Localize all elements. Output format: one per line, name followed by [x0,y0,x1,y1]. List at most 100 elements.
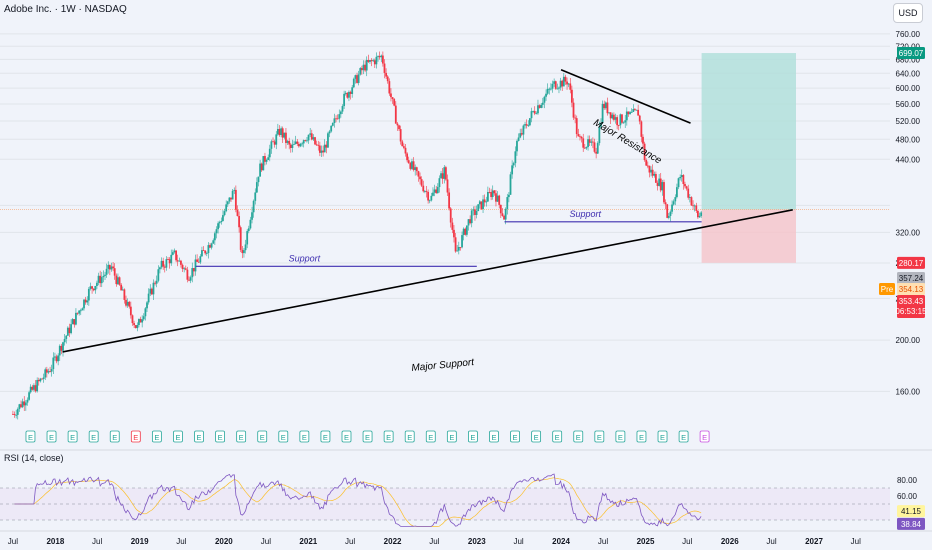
earnings-marker-label: E [513,433,518,442]
earnings-marker-icon [299,430,310,443]
candle-body [674,197,677,202]
candle-body [398,125,400,130]
candle-body [667,215,670,218]
candle-body [251,212,253,220]
candle-body [181,264,184,269]
candle-body [612,114,615,120]
candle-body [107,264,110,269]
candle-body [386,76,389,82]
earnings-marker-icon [446,430,457,443]
candle-body [244,244,247,251]
earnings-marker-icon [383,430,394,443]
candle-body [538,105,541,108]
candle-body [507,194,510,198]
earnings-marker-icon [510,430,520,443]
candle-body [207,245,210,254]
candle-body [436,187,439,194]
candle-body [530,111,533,119]
candle-body [343,93,346,107]
candle-body [58,345,61,356]
candle-body [41,378,43,380]
candle-body [150,288,153,295]
candle-body [294,141,297,144]
candle-body [697,210,699,218]
candle-body [149,288,152,294]
candle-body [99,275,102,284]
earnings-marker-icon [257,430,268,443]
candle-body [167,259,169,260]
candle-body [112,266,114,269]
x-tick-label: 2024 [552,537,570,546]
rsi-tick-label: 80.00 [897,476,918,485]
trend-lines [62,69,793,353]
y-tick-label: 480.00 [896,135,921,144]
y-tick-label: 640.00 [896,69,921,78]
candle-body [422,185,425,192]
candle-body [239,227,242,250]
candle-body [268,148,271,158]
candle-body [554,81,557,89]
candle-body [102,275,105,278]
candle-body [331,122,334,126]
candle-body [318,145,321,153]
y-tick-label: 560.00 [896,100,921,109]
support-label: Support [570,209,602,219]
candle-body [651,169,654,176]
candle-body [188,279,190,281]
candle-body [690,197,693,206]
earnings-marker-label: E [702,433,707,442]
candle-body [493,190,496,194]
earnings-marker-icon [173,430,183,443]
candle-body [154,282,156,284]
candle-body [49,371,51,372]
x-tick-label: Jul [92,537,102,546]
last-price-tag: 353.43 [899,297,924,306]
candle-body [617,125,620,126]
candle-body [309,133,312,135]
x-tick-label: 2022 [384,537,402,546]
candle-body [270,141,273,149]
candle-body [545,93,547,97]
candle-body [676,187,678,198]
y-tick-label: 440.00 [896,155,921,164]
candle-body [94,286,97,291]
candle-body [202,250,205,251]
earnings-marker-icon [678,430,689,443]
candle-body [210,243,213,248]
earnings-marker-icon [278,430,289,443]
candle-body [76,312,79,314]
currency-button[interactable]: USD [893,3,923,23]
x-tick-label: 2027 [805,537,823,546]
stop-zone [701,209,796,263]
candle-body [288,140,291,145]
candle-body [16,409,19,415]
candle-body [645,160,648,166]
candle-body [168,259,171,264]
countdown-tag: 06:53:15 [895,307,927,316]
candle-body [588,139,591,143]
earnings-marker-label: E [639,433,644,442]
candle-body [278,128,281,136]
candle-body [556,88,559,90]
candle-body [180,260,182,265]
candle-body [304,140,307,141]
candle-body [104,274,106,276]
candle-body [312,137,315,140]
candle-body [183,268,186,270]
candle-body [241,249,244,254]
candle-body [223,211,226,216]
candle-body [419,176,421,180]
rsi-tick-label: 60.00 [897,492,918,501]
candle-body [157,269,160,281]
candle-body [359,68,362,75]
x-tick-label: 2018 [46,537,64,546]
candle-body [346,92,349,98]
candle-body [650,169,652,173]
candles [12,51,703,420]
candle-body [71,319,74,325]
support-label: Support [289,253,321,263]
earnings-marker-upcoming-icon [699,430,710,443]
candle-body [212,240,215,244]
